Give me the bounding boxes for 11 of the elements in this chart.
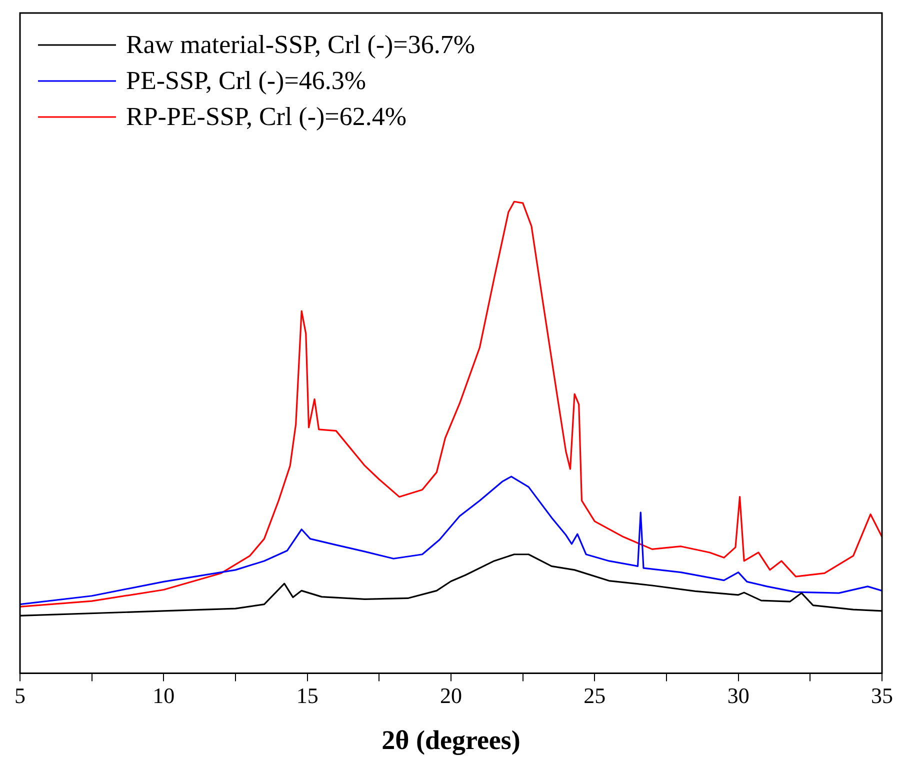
x-tick-label: 15	[296, 683, 318, 708]
legend-label: RP-PE-SSP, Crl (-)=62.4%	[126, 102, 406, 131]
x-tick-label: 25	[584, 683, 606, 708]
x-axis-title: 2θ (degrees)	[382, 724, 520, 755]
x-tick-label: 20	[440, 683, 462, 708]
legend-label: Raw material-SSP, Crl (-)=36.7%	[126, 30, 476, 59]
x-tick-label: 10	[152, 683, 175, 708]
x-tick-label: 35	[871, 683, 893, 708]
x-tick-label: 5	[14, 683, 26, 708]
legend-label: PE-SSP, Crl (-)=46.3%	[126, 66, 366, 95]
x-tick-label: 30	[727, 683, 750, 708]
